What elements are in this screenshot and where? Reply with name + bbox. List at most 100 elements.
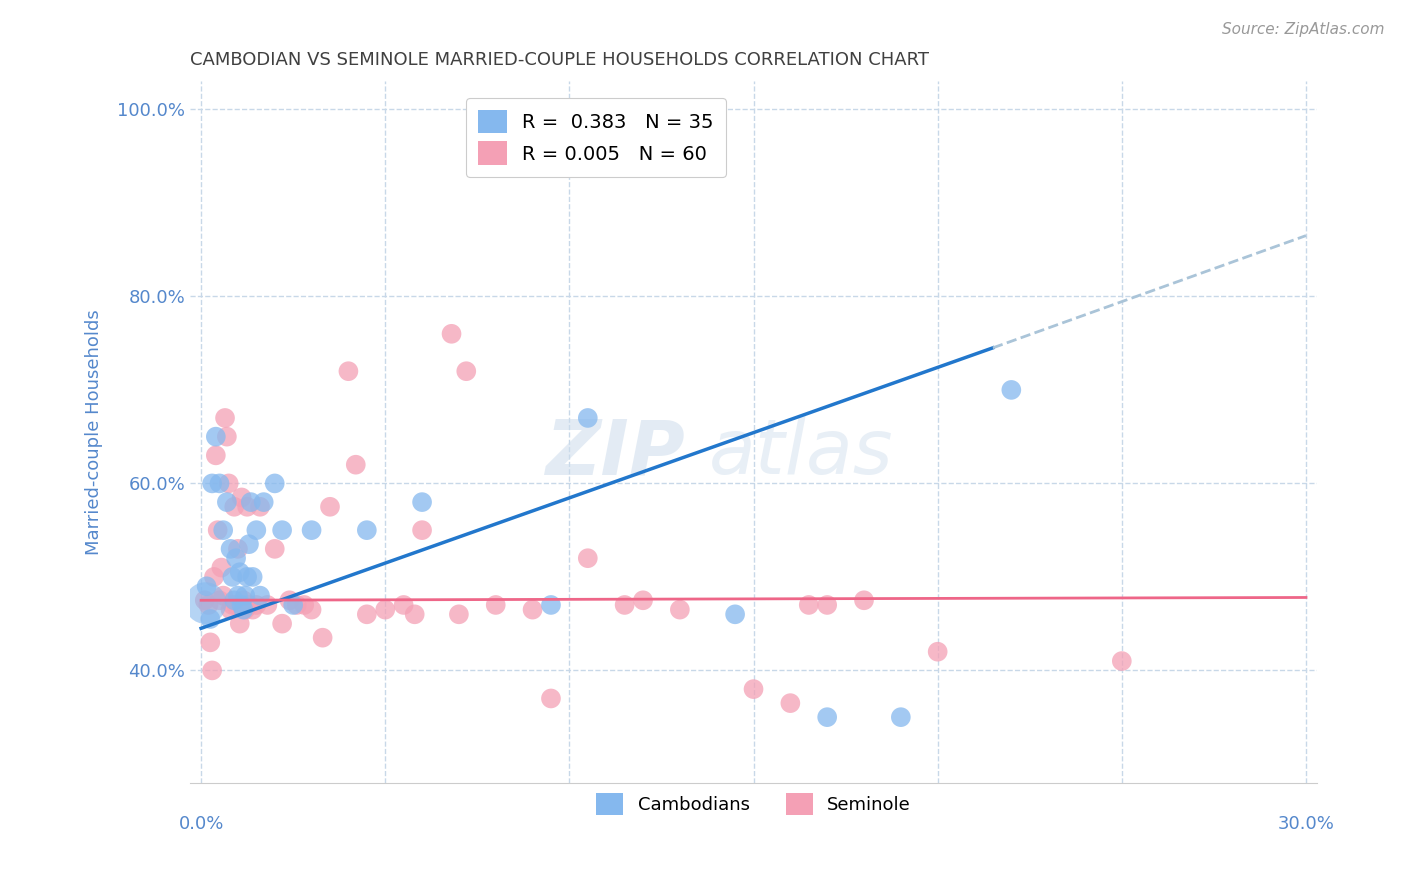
Point (285, 598, 308, 612)
Point (356, 607, 378, 622)
Point (253, 495, 276, 509)
Point (205, 448, 228, 462)
Point (631, 593, 654, 607)
Point (927, 645, 949, 659)
Point (224, 500, 246, 514)
Point (219, 541, 242, 556)
Point (440, 326, 463, 341)
Point (485, 598, 508, 612)
Point (229, 566, 252, 580)
Point (233, 589, 256, 603)
Point (245, 523, 267, 537)
Point (278, 593, 301, 607)
Point (301, 523, 323, 537)
Point (207, 523, 229, 537)
Point (215, 495, 238, 509)
Text: atlas: atlas (709, 416, 893, 490)
Point (724, 607, 747, 622)
Point (212, 589, 235, 603)
Point (236, 570, 259, 584)
Point (194, 593, 217, 607)
Point (411, 495, 433, 509)
Point (226, 589, 249, 603)
Point (301, 602, 323, 616)
Point (218, 476, 240, 491)
Point (221, 598, 243, 612)
Legend: Cambodians, Seminole: Cambodians, Seminole (589, 786, 918, 822)
Point (238, 537, 260, 551)
Point (1000, 383, 1022, 397)
Point (225, 598, 247, 612)
Point (271, 616, 294, 631)
Point (242, 570, 264, 584)
Point (221, 570, 243, 584)
Point (231, 491, 253, 505)
Point (232, 593, 254, 607)
Point (249, 500, 271, 514)
Point (205, 430, 228, 444)
Point (194, 596, 217, 610)
Point (356, 523, 378, 537)
Point (197, 598, 219, 612)
Text: Source: ZipAtlas.com: Source: ZipAtlas.com (1222, 22, 1385, 37)
Point (256, 598, 278, 612)
Point (214, 411, 236, 425)
Point (540, 598, 562, 612)
Point (242, 602, 264, 616)
Point (263, 476, 285, 491)
Point (200, 612, 222, 626)
Point (576, 551, 599, 566)
Point (742, 682, 765, 697)
Y-axis label: Married-couple Households: Married-couple Households (86, 310, 103, 555)
Text: CAMBODIAN VS SEMINOLE MARRIED-COUPLE HOUSEHOLDS CORRELATION CHART: CAMBODIAN VS SEMINOLE MARRIED-COUPLE HOU… (190, 51, 929, 69)
Point (236, 500, 259, 514)
Point (319, 500, 342, 514)
Point (225, 551, 247, 566)
Point (209, 560, 232, 574)
Point (238, 598, 260, 612)
Point (815, 598, 838, 612)
Point (404, 607, 426, 622)
Point (249, 589, 271, 603)
Point (201, 476, 224, 491)
Point (231, 598, 253, 612)
Point (337, 364, 360, 378)
Point (200, 635, 222, 649)
Point (669, 602, 692, 616)
Point (522, 602, 544, 616)
Point (1111, 654, 1133, 668)
Point (263, 541, 285, 556)
Point (226, 541, 249, 556)
Point (229, 616, 252, 631)
Point (224, 593, 246, 607)
Point (456, 364, 478, 378)
Point (208, 593, 231, 607)
Text: ZIP: ZIP (546, 416, 686, 490)
Text: 0.0%: 0.0% (179, 815, 224, 833)
Point (613, 598, 636, 612)
Point (374, 602, 396, 616)
Point (344, 458, 367, 472)
Point (853, 593, 876, 607)
Point (411, 523, 433, 537)
Point (271, 523, 294, 537)
Point (245, 598, 267, 612)
Point (779, 696, 801, 710)
Point (283, 598, 305, 612)
Text: 30.0%: 30.0% (1278, 815, 1334, 833)
Point (201, 664, 224, 678)
Point (890, 710, 912, 724)
Point (392, 598, 415, 612)
Point (311, 631, 333, 645)
Point (212, 523, 235, 537)
Point (540, 691, 562, 706)
Point (447, 607, 470, 622)
Point (292, 598, 315, 612)
Point (219, 602, 242, 616)
Point (797, 598, 820, 612)
Point (208, 476, 231, 491)
Point (232, 602, 254, 616)
Point (202, 570, 225, 584)
Point (233, 602, 256, 616)
Point (576, 411, 599, 425)
